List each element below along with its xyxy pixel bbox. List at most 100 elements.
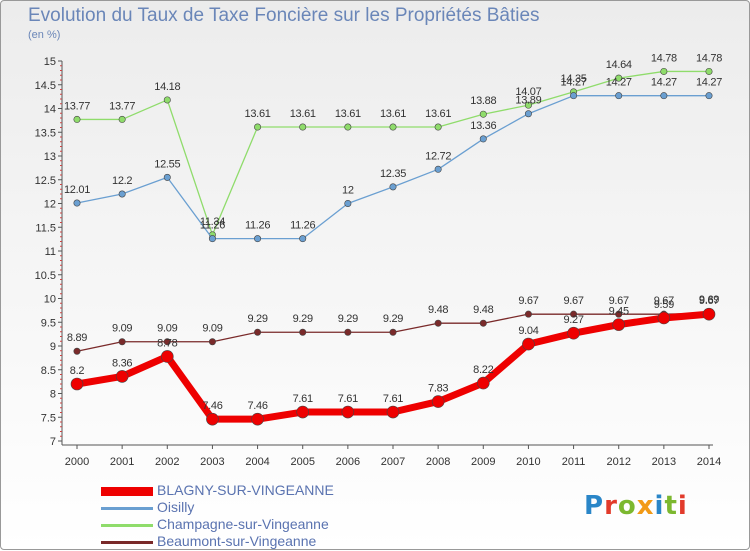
data-label: 12.72 [425, 150, 451, 162]
data-label: 14.78 [696, 52, 722, 64]
data-label: 14.78 [651, 52, 677, 64]
data-label: 13.61 [245, 108, 271, 120]
data-point [524, 310, 532, 318]
data-point [570, 310, 578, 318]
data-point [479, 319, 487, 327]
data-label: 9.09 [157, 323, 177, 335]
data-point [615, 74, 623, 82]
data-label: 9.67 [699, 295, 719, 307]
data-label: 13.88 [470, 95, 496, 107]
data-point [615, 310, 623, 318]
x-tick-label: 2005 [290, 456, 314, 468]
data-point [251, 412, 264, 426]
data-point [476, 376, 490, 390]
x-tick-label: 2011 [562, 456, 586, 468]
data-label: 14.27 [561, 77, 587, 89]
data-point [344, 123, 352, 131]
logo-letter: P [584, 491, 605, 521]
data-label: 13.89 [515, 95, 541, 107]
y-tick-label: 10.5 [35, 270, 56, 282]
legend-swatch [101, 524, 153, 527]
y-tick-label: 14.5 [35, 80, 56, 92]
data-point [567, 326, 580, 340]
data-point [524, 110, 532, 118]
data-label: 13.61 [380, 108, 406, 120]
data-label: 8.89 [67, 332, 87, 344]
data-label: 7.83 [428, 383, 448, 395]
data-label: 9.29 [338, 313, 358, 325]
data-label: 13.77 [109, 100, 135, 112]
y-tick-label: 12 [44, 199, 56, 211]
data-label: 12.35 [380, 168, 406, 180]
x-tick-label: 2004 [245, 456, 269, 468]
y-tick-label: 7.5 [41, 412, 56, 424]
data-point [705, 67, 713, 75]
legend-label: Champagne-sur-Vingeanne [157, 516, 329, 532]
data-point [431, 395, 445, 408]
data-point [254, 123, 262, 131]
data-label: 14.27 [651, 77, 677, 89]
y-tick-label: 12.5 [35, 175, 56, 187]
data-point [612, 318, 626, 331]
data-label: 9.27 [563, 314, 583, 326]
data-point [389, 328, 397, 336]
logo-letter: x [636, 491, 655, 521]
data-label: 12 [342, 185, 354, 197]
x-tick-label: 2006 [336, 456, 360, 468]
x-tick-label: 2014 [697, 456, 721, 468]
data-point [657, 311, 671, 325]
data-point [705, 92, 713, 100]
data-label: 13.61 [335, 108, 361, 120]
y-tick-label: 11 [45, 246, 56, 258]
data-label: 13.77 [64, 100, 90, 112]
data-point [660, 67, 668, 75]
data-point [344, 328, 352, 336]
y-tick-label: 14 [44, 104, 56, 116]
data-point [208, 338, 216, 346]
data-label: 9.09 [112, 323, 132, 335]
y-tick-label: 15 [44, 56, 56, 68]
data-label: 7.61 [338, 393, 358, 405]
data-label: 13.36 [470, 120, 496, 132]
data-label: 9.09 [202, 323, 222, 335]
x-tick-label: 2009 [471, 456, 495, 468]
data-label: 8.78 [157, 337, 177, 349]
data-label: 8.36 [112, 357, 132, 369]
data-label: 12.01 [64, 184, 90, 196]
data-label: 9.04 [518, 325, 538, 337]
data-point [389, 123, 397, 131]
data-point [73, 115, 81, 123]
legend-label: Oisilly [157, 499, 195, 515]
data-label: 14.35 [561, 73, 587, 85]
data-label: 9.67 [654, 295, 674, 307]
data-label: 11.26 [290, 220, 315, 232]
data-point [254, 235, 262, 243]
y-tick-label: 11.5 [35, 222, 56, 234]
data-point [115, 370, 129, 383]
chart-subtitle: (en %) [28, 29, 61, 41]
x-tick-label: 2007 [381, 456, 405, 468]
data-label: 12.55 [154, 158, 180, 170]
data-label: 7.61 [293, 393, 313, 405]
data-point [296, 405, 310, 419]
data-point [73, 347, 81, 355]
x-tick-label: 2013 [652, 456, 676, 468]
data-label: 9.29 [293, 313, 313, 325]
logo-letter: i [654, 491, 665, 521]
data-label: 9.29 [247, 313, 267, 325]
data-point [299, 123, 307, 131]
data-label: 9.69 [699, 294, 719, 306]
data-point [570, 92, 578, 100]
y-tick-label: 9.5 [41, 317, 56, 329]
data-point [615, 92, 623, 100]
data-point [434, 123, 442, 131]
y-tick-label: 8.5 [41, 365, 56, 377]
data-label: 12.2 [112, 175, 132, 187]
data-point [386, 405, 400, 419]
data-point [660, 92, 668, 100]
data-label: 9.29 [383, 313, 403, 325]
data-label: 9.59 [654, 299, 674, 311]
data-point [118, 115, 126, 123]
data-point [522, 337, 535, 351]
